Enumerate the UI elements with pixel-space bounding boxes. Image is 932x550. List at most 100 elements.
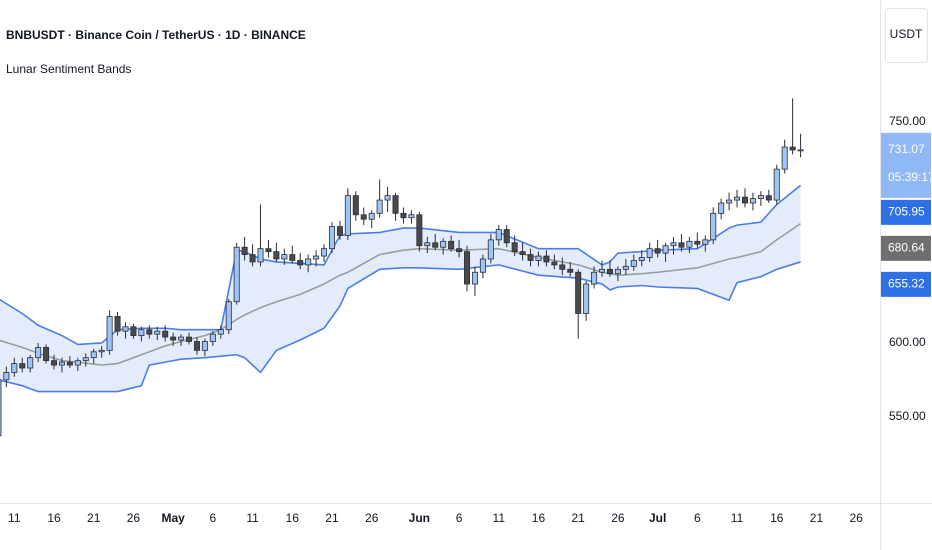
candle-body [797,149,804,152]
candle-body [749,198,756,204]
y-tick-label: 600.00 [889,335,926,349]
plot-area [0,98,804,437]
candle-body [392,195,399,214]
x-tick-label: 21 [87,511,101,525]
candle-body [575,271,582,314]
candle-body [543,255,550,263]
candle-body [487,239,494,260]
candle-body [495,229,502,241]
price-label-box [881,271,931,297]
candle-body [193,341,200,351]
candle-body [3,372,10,381]
y-tick-label: 750.00 [889,114,926,128]
candle-body [201,341,208,351]
candle-body [622,265,629,270]
candle-body [130,326,137,337]
candle-body [694,240,701,245]
candle-body [583,283,590,314]
x-tick-label: 21 [325,511,339,525]
candle-body [217,329,224,335]
candle-body [702,239,709,245]
candle-body [0,379,2,437]
candle-body [400,212,407,219]
candle-body [678,242,685,248]
candle-body [471,271,478,285]
candle-body [614,268,621,275]
candle-body [11,363,18,373]
candle-body [305,258,312,266]
candle-body [559,264,566,270]
candle-body [289,254,296,261]
candle-body [249,254,256,263]
candle-body [511,242,518,253]
candle-body [734,196,741,201]
candle-body [368,212,375,220]
x-tick-label: Jun [409,511,430,525]
x-tick-label: 26 [849,511,863,525]
candle-body [281,254,288,260]
x-tick-label: May [161,511,185,525]
candle-body [789,146,796,151]
candle-body [503,229,510,244]
candle-body [233,246,240,303]
candle-body [686,240,693,248]
candle-body [479,258,486,273]
candle-body [567,268,574,273]
candle-body [27,357,34,369]
candle-body [360,214,367,220]
candle-body [336,226,343,236]
candle-body [710,212,717,241]
candle-body [90,351,97,359]
candle-body [51,360,58,366]
candle-body [781,146,788,170]
price-label-box [881,199,931,225]
indicator-name: Lunar Sentiment Bands [6,62,131,76]
candle-body [146,329,153,335]
symbol-title: BNBUSDT · Binance Coin / TetherUS · 1D ·… [6,28,306,42]
candle-body [773,168,780,201]
x-tick-label: 21 [810,511,824,525]
candle-body [527,254,534,261]
candle-body [606,268,613,275]
candle-body [440,240,447,248]
candle-body [74,360,81,366]
x-tick-label: 16 [47,511,61,525]
candle-body [138,329,145,337]
price-label-box [881,132,931,198]
candle-body [551,261,558,266]
candle-body [106,316,113,351]
candle-body [646,248,653,258]
candle-body [416,214,423,247]
y-tick-label: 550.00 [889,409,926,423]
candle-body [432,242,439,248]
candle-body [424,242,431,247]
x-tick-label: 11 [493,511,506,525]
basis-line [0,222,802,366]
candle-body [662,245,669,254]
currency-button[interactable] [885,8,928,63]
candle-body [448,240,455,250]
candle-body [58,361,65,366]
candle-body [178,336,185,341]
candle-body [313,255,320,260]
candle-body [273,251,280,260]
currency-label[interactable]: USDT [890,27,923,41]
candle-body [225,301,232,331]
candle-body [344,195,351,236]
candle-body [535,255,542,261]
candle-body [408,214,415,219]
x-tick-label: 6 [210,511,217,525]
candle-body [154,330,161,335]
x-tick-label: 16 [286,511,300,525]
x-tick-label: 16 [770,511,784,525]
x-tick-label: 26 [127,511,141,525]
candle-body [19,363,26,369]
x-tick-label: 6 [694,511,701,525]
candle-body [321,248,328,257]
price-label: 655.32 [888,277,925,291]
lower-band-line [0,261,801,393]
candle-body [114,316,121,332]
candle-body [456,248,463,253]
candle-body [718,202,725,214]
